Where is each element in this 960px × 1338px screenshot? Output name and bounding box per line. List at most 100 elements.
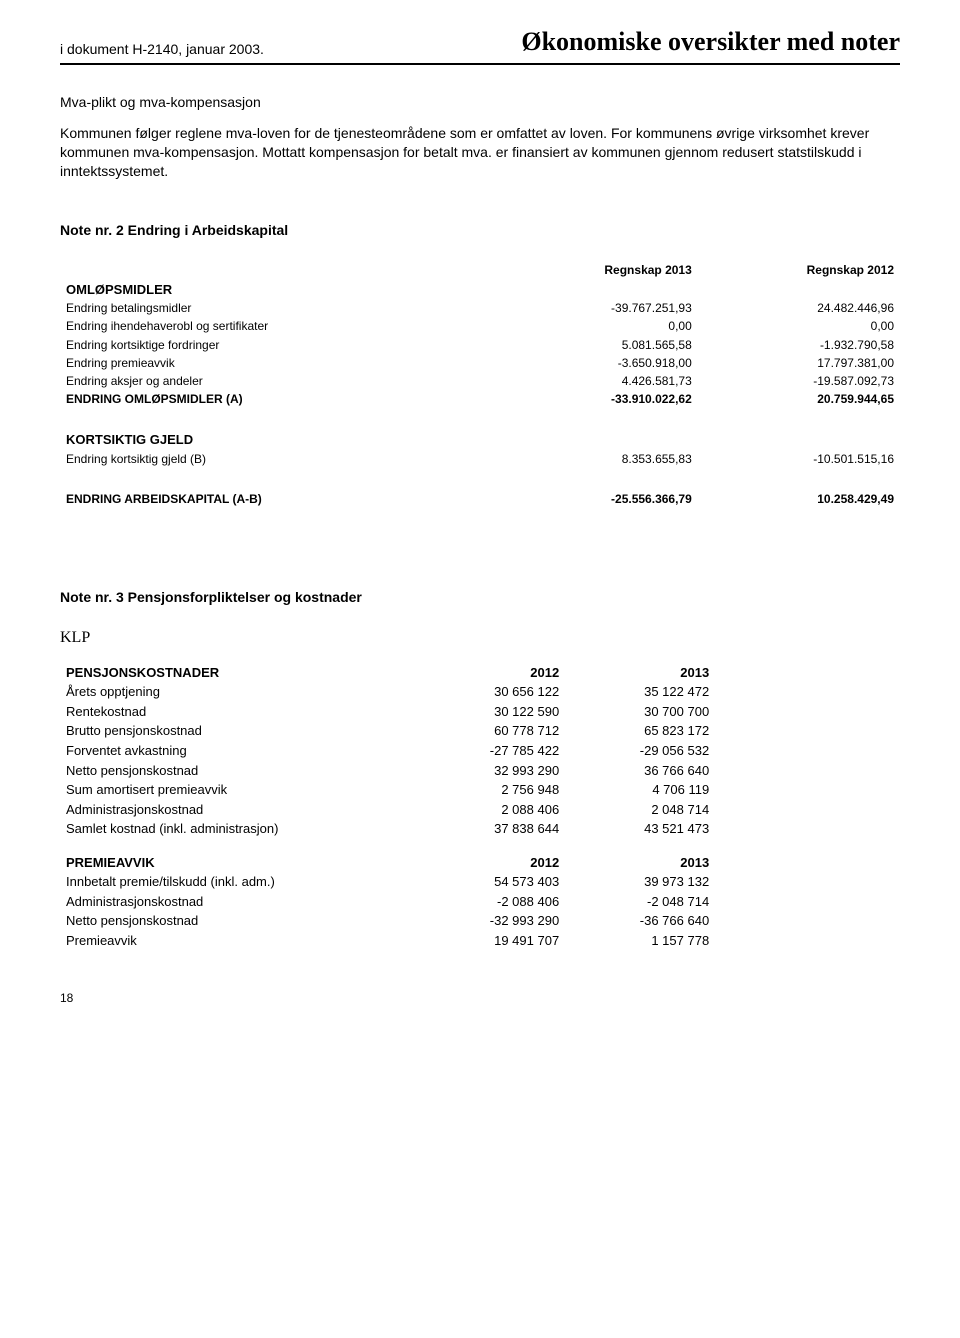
row-label: Brutto pensjonskostnad [60, 721, 415, 741]
note2-title: Note nr. 2 Endring i Arbeidskapital [60, 221, 900, 240]
row-value-2013: -39.767.251,93 [496, 299, 698, 317]
row-label: Administrasjonskostnad [60, 800, 415, 820]
note3-table: PENSJONSKOSTNADER20122013Årets opptjenin… [60, 663, 715, 951]
row-label: Forventet avkastning [60, 741, 415, 761]
row-value-col1: 30 122 590 [415, 702, 565, 722]
table-row: ENDRING OMLØPSMIDLER (A)-33.910.022,6220… [60, 390, 900, 408]
row-value-col1: 60 778 712 [415, 721, 565, 741]
row-value-2013: 0,00 [496, 317, 698, 335]
row-value-2012: -10.501.515,16 [698, 450, 900, 468]
mva-heading: Mva-plikt og mva-kompensasjon [60, 93, 900, 112]
row-label: Administrasjonskostnad [60, 892, 415, 912]
row-value-col2: 65 823 172 [565, 721, 715, 741]
total-2012: 10.258.429,49 [698, 490, 900, 508]
row-value-col2: 30 700 700 [565, 702, 715, 722]
table-row: Samlet kostnad (inkl. administrasjon)37 … [60, 819, 715, 839]
page-number: 18 [60, 990, 900, 1006]
total-2013: -25.556.366,79 [496, 490, 698, 508]
row-value-col2: -36 766 640 [565, 911, 715, 931]
pension-header-label: PREMIEAVVIK [60, 853, 415, 873]
pension-header-label: PENSJONSKOSTNADER [60, 663, 415, 683]
row-label: Netto pensjonskostnad [60, 761, 415, 781]
note2-total-row: ENDRING ARBEIDSKAPITAL (A-B)-25.556.366,… [60, 490, 900, 508]
row-value-2013: 4.426.581,73 [496, 372, 698, 390]
row-value-2012: 0,00 [698, 317, 900, 335]
row-value-2012: -19.587.092,73 [698, 372, 900, 390]
row-value-col2: -29 056 532 [565, 741, 715, 761]
row-value-2013: -33.910.022,62 [496, 390, 698, 408]
pension-header-col1: 2012 [415, 853, 565, 873]
row-value-col1: 37 838 644 [415, 819, 565, 839]
table-row: Brutto pensjonskostnad60 778 71265 823 1… [60, 721, 715, 741]
row-label: Endring kortsiktig gjeld (B) [60, 450, 496, 468]
row-value-col1: 2 756 948 [415, 780, 565, 800]
table-row: Premieavvik19 491 7071 157 778 [60, 931, 715, 951]
note2-col-2012: Regnskap 2012 [698, 260, 900, 280]
row-value-col1: -2 088 406 [415, 892, 565, 912]
note3-title: Note nr. 3 Pensjonsforpliktelser og kost… [60, 588, 900, 607]
table-row: Forventet avkastning-27 785 422-29 056 5… [60, 741, 715, 761]
table-row: Endring kortsiktig gjeld (B)8.353.655,83… [60, 450, 900, 468]
row-label: Rentekostnad [60, 702, 415, 722]
row-label: Netto pensjonskostnad [60, 911, 415, 931]
table-row: Endring premieavvik-3.650.918,0017.797.3… [60, 354, 900, 372]
row-value-2012: 17.797.381,00 [698, 354, 900, 372]
row-value-col2: 43 521 473 [565, 819, 715, 839]
table-row: Netto pensjonskostnad-32 993 290-36 766 … [60, 911, 715, 931]
note2-col-2013: Regnskap 2013 [496, 260, 698, 280]
row-label: Endring kortsiktige fordringer [60, 336, 496, 354]
row-value-col2: 39 973 132 [565, 872, 715, 892]
row-value-col2: 36 766 640 [565, 761, 715, 781]
row-value-col2: 4 706 119 [565, 780, 715, 800]
row-label: Endring premieavvik [60, 354, 496, 372]
table-row: Endring kortsiktige fordringer5.081.565,… [60, 336, 900, 354]
note3-klp: KLP [60, 627, 900, 649]
page-header: i dokument H-2140, januar 2003. Økonomis… [60, 24, 900, 65]
pension-table-header: PREMIEAVVIK20122013 [60, 853, 715, 873]
note2-col-blank [60, 260, 496, 280]
row-value-col1: 19 491 707 [415, 931, 565, 951]
pension-header-col1: 2012 [415, 663, 565, 683]
row-value-col2: 35 122 472 [565, 682, 715, 702]
total-label: ENDRING ARBEIDSKAPITAL (A-B) [60, 490, 496, 508]
table-row: Endring ihendehaverobl og sertifikater0,… [60, 317, 900, 335]
table-row: Administrasjonskostnad-2 088 406-2 048 7… [60, 892, 715, 912]
row-value-col1: 30 656 122 [415, 682, 565, 702]
row-label: Premieavvik [60, 931, 415, 951]
row-value-2013: 5.081.565,58 [496, 336, 698, 354]
table-row: Rentekostnad30 122 59030 700 700 [60, 702, 715, 722]
row-label: ENDRING OMLØPSMIDLER (A) [60, 390, 496, 408]
note2-group-header: OMLØPSMIDLER [60, 280, 900, 300]
row-value-2012: -1.932.790,58 [698, 336, 900, 354]
row-value-col1: 2 088 406 [415, 800, 565, 820]
row-value-col2: 1 157 778 [565, 931, 715, 951]
row-label: Samlet kostnad (inkl. administrasjon) [60, 819, 415, 839]
row-value-col2: -2 048 714 [565, 892, 715, 912]
row-value-2012: 24.482.446,96 [698, 299, 900, 317]
note2-group-header: KORTSIKTIG GJELD [60, 430, 900, 450]
row-label: Årets opptjening [60, 682, 415, 702]
row-value-col1: -32 993 290 [415, 911, 565, 931]
row-label: Innbetalt premie/tilskudd (inkl. adm.) [60, 872, 415, 892]
table-row: Netto pensjonskostnad32 993 29036 766 64… [60, 761, 715, 781]
table-row: Endring aksjer og andeler4.426.581,73-19… [60, 372, 900, 390]
row-value-2013: 8.353.655,83 [496, 450, 698, 468]
row-label: Endring aksjer og andeler [60, 372, 496, 390]
table-row: Sum amortisert premieavvik2 756 9484 706… [60, 780, 715, 800]
row-value-2012: 20.759.944,65 [698, 390, 900, 408]
pension-header-col2: 2013 [565, 853, 715, 873]
header-rule [60, 63, 900, 65]
page-title: Økonomiske oversikter med noter [521, 24, 900, 59]
row-label: Endring ihendehaverobl og sertifikater [60, 317, 496, 335]
table-row: Innbetalt premie/tilskudd (inkl. adm.)54… [60, 872, 715, 892]
mva-paragraph: Kommunen følger reglene mva-loven for de… [60, 124, 900, 181]
row-label: Sum amortisert premieavvik [60, 780, 415, 800]
table-row: Administrasjonskostnad2 088 4062 048 714 [60, 800, 715, 820]
row-value-col1: -27 785 422 [415, 741, 565, 761]
row-label: Endring betalingsmidler [60, 299, 496, 317]
row-value-col1: 54 573 403 [415, 872, 565, 892]
table-row: Endring betalingsmidler-39.767.251,9324.… [60, 299, 900, 317]
pension-table-header: PENSJONSKOSTNADER20122013 [60, 663, 715, 683]
pension-header-col2: 2013 [565, 663, 715, 683]
row-value-2013: -3.650.918,00 [496, 354, 698, 372]
